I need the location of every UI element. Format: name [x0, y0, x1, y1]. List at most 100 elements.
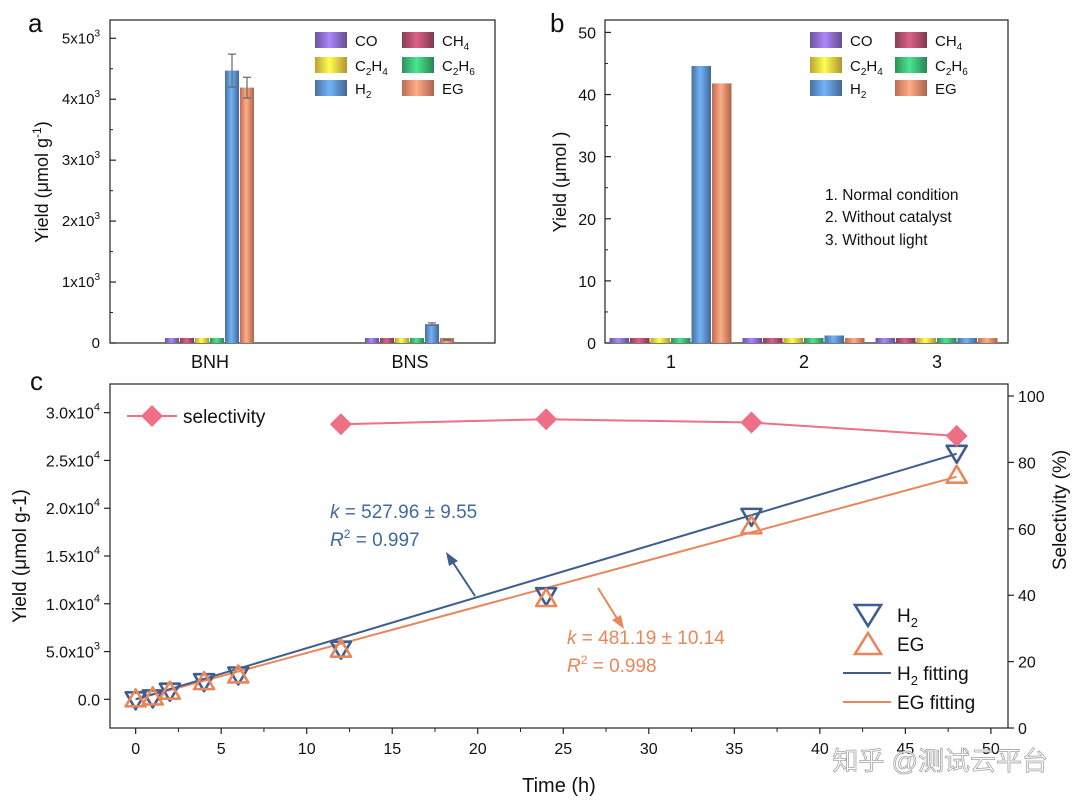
legend-h2-fit-text: H2 fitting	[897, 664, 969, 688]
panel-a-bar-H2-BNH	[225, 70, 239, 343]
panel-a-label: a	[28, 8, 43, 38]
panel-b-bar-CH4-1	[630, 338, 650, 343]
panel-c-ytick-label: 1.5x104	[46, 545, 100, 566]
panel-b-ylabel: Yield (μmol )	[550, 132, 570, 233]
panel-a-xtick-BNS: BNS	[391, 352, 428, 372]
panel-b-note-1: 1. Normal condition	[825, 187, 959, 204]
eg-point	[192, 670, 216, 691]
legend-eg-swatch	[402, 80, 434, 96]
legend-b-h2-swatch	[810, 80, 842, 96]
panel-b-xtick-3: 3	[932, 352, 942, 372]
legend-b-c2h4-label: C2H4	[850, 58, 883, 78]
eg-point	[141, 686, 165, 706]
watermark: 知乎 @测试云平台	[832, 746, 1048, 776]
panel-b-bar-EG-1	[712, 83, 732, 344]
panel-c-xtick-label: 50	[982, 741, 1000, 758]
panel-a: a 0 1x103 2x103 3x103 4x103 5x103 BNH BNS Yie…	[28, 8, 496, 372]
selectivity-point	[329, 413, 352, 436]
eg-point	[124, 688, 147, 708]
panel-b-ytick-label: 50	[578, 25, 596, 42]
panel-c-ytick-right-label: 0	[1018, 721, 1027, 738]
panel-c-x-ticks: 0 5 10 15 20 25 30 35 40 45 50	[131, 728, 1000, 758]
legend-b-h2-label: H2	[850, 81, 867, 101]
eg-point	[329, 638, 353, 658]
h2-fit-r2: R2 = 0.997	[330, 527, 420, 551]
legend-eg-label: EG	[442, 81, 464, 98]
panel-c-ytick-label: 1.0x104	[46, 593, 100, 614]
legend-h2-text: H2	[897, 606, 918, 630]
h2-point	[124, 691, 147, 711]
panel-b-bar-CO-2	[742, 338, 762, 343]
panel-c-xtick-label: 15	[383, 741, 401, 758]
panel-c-ytick-label: 2.0x104	[46, 497, 100, 518]
panel-b-note-2: 2. Without catalyst	[825, 209, 952, 226]
legend-co-label: CO	[355, 33, 378, 50]
panel-b-xtick-2: 2	[799, 352, 809, 372]
panel-c-xtick-label: 5	[217, 741, 226, 758]
panel-c-ytick-right-label: 20	[1018, 655, 1036, 672]
legend-b-co-swatch	[810, 32, 842, 48]
legend-c2h6-label: C2H6	[442, 58, 475, 78]
panel-b-ytick-label: 40	[578, 88, 596, 105]
legend-co-swatch	[315, 32, 347, 48]
panel-a-errorbar-H2-BNH	[228, 53, 236, 88]
legend-c2h4-swatch	[315, 57, 347, 73]
selectivity-line	[340, 418, 957, 437]
eg-point	[534, 587, 558, 608]
panel-b-bar-EG-2	[845, 338, 865, 343]
panel-c-y-ticks-right: 0 20 40 60 80 100	[1008, 389, 1045, 738]
legend-eg-fit-text: EG fitting	[897, 693, 975, 714]
panel-a-ylabel: Yield (μmol g-1)	[30, 121, 52, 242]
panel-c-label: c	[30, 366, 43, 396]
legend-c2h6-swatch	[402, 57, 434, 73]
panel-a-errorbar-EG-BNH	[243, 76, 251, 99]
eg-fit-arrow	[597, 587, 624, 629]
h2-point	[740, 507, 763, 528]
panel-a-bar-C2H6-BNS	[410, 338, 424, 343]
legend-b-ch4-swatch	[895, 32, 927, 48]
panel-c-ytick-right-label: 100	[1018, 389, 1045, 406]
panel-b-bar-CO-1	[609, 338, 629, 343]
legend-h2-marker	[852, 603, 884, 629]
h2-point	[141, 689, 165, 709]
legend-h2-swatch	[315, 80, 347, 96]
panel-a-legend: CO CH4 C2H4 C2H6 H2 EG	[315, 32, 475, 101]
selectivity-point	[945, 424, 968, 447]
legend-selectivity-label: selectivity	[183, 407, 266, 428]
legend-h2-label: H2	[355, 81, 372, 101]
eg-point	[945, 464, 968, 485]
panel-c-xtick-label: 20	[469, 741, 487, 758]
panel-a-ytick-label: 5x103	[62, 28, 101, 47]
panel-b-label: b	[550, 8, 564, 38]
h2-fit-k: k = 527.96 ± 9.55	[330, 502, 477, 523]
panel-b-note-3: 3. Without light	[825, 232, 928, 249]
eg-point	[158, 680, 182, 700]
panel-a-bar-C2H6-BNH	[210, 338, 224, 343]
panel-b-bar-CH4-3	[896, 338, 916, 343]
panel-a-bar-CH4-BNH	[180, 338, 194, 343]
panel-b-bar-EG-3	[978, 338, 998, 343]
panel-c-ylabel-left: Yield (μmol g-1)	[10, 489, 31, 623]
legend-b-eg-label: EG	[935, 81, 957, 98]
panel-a-bar-C2H4-BNH	[195, 338, 209, 343]
h2-fit-arrow	[446, 552, 476, 597]
panel-a-bar-C2H4-BNS	[395, 338, 409, 343]
panel-b-bar-C2H6-2	[804, 338, 824, 343]
panel-b-bar-C2H4-3	[916, 338, 936, 343]
panel-a-ytick-label: 1x103	[62, 272, 101, 291]
panel-c: c 0 5 10 15 20 25 30 35 40 45 50 0.0 5.0x103 1.0x104…	[10, 366, 1071, 797]
panel-a-xtick-BNH: BNH	[191, 352, 229, 372]
panel-b-y-ticks: 0 10 20 30 40 50	[578, 25, 611, 353]
panel-a-y-ticks: 0 1x103 2x103 3x103 4x103 5x103	[62, 28, 116, 352]
panel-b-bar-H2-2	[824, 335, 844, 343]
eg-point	[740, 515, 763, 535]
panel-c-xtick-label: 45	[896, 741, 914, 758]
panel-c-ytick-label: 0.0	[78, 692, 100, 709]
panel-c-xtick-label: 35	[725, 741, 743, 758]
legend-b-co-label: CO	[850, 33, 873, 50]
panel-b-bars	[609, 66, 998, 344]
panel-b-ytick-label: 30	[578, 150, 596, 167]
panel-a-ytick-label: 4x103	[62, 89, 101, 108]
panel-a-bar-H2-BNS	[425, 324, 439, 343]
panel-c-ytick-label: 3.0x104	[46, 402, 100, 423]
